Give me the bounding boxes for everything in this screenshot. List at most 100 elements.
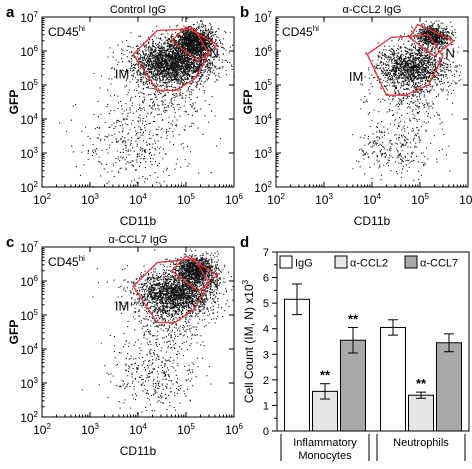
event-dot: [192, 102, 194, 104]
event-dot: [178, 66, 180, 68]
event-dot: [450, 71, 452, 73]
event-dot: [180, 61, 182, 63]
event-dot: [208, 46, 210, 48]
event-dot: [159, 81, 161, 83]
event-dot: [429, 54, 431, 56]
event-dot: [112, 51, 114, 53]
event-dot: [87, 149, 89, 151]
event-dot: [170, 35, 172, 37]
event-dot: [420, 76, 422, 78]
event-dot: [201, 22, 203, 24]
event-dot: [214, 115, 216, 117]
event-dot: [150, 63, 152, 65]
event-dot: [178, 65, 180, 67]
event-dot: [146, 87, 148, 89]
event-dot: [184, 41, 186, 43]
event-dot: [167, 55, 169, 57]
event-dot: [139, 56, 141, 58]
event-dot: [147, 74, 149, 76]
event-dot: [205, 69, 207, 71]
event-dot: [177, 56, 179, 58]
event-dot: [205, 80, 207, 82]
event-dot: [179, 48, 181, 50]
event-dot: [203, 34, 205, 36]
event-dot: [131, 60, 133, 62]
event-dot: [174, 72, 176, 74]
event-dot: [127, 124, 129, 126]
event-dot: [195, 68, 197, 70]
event-dot: [114, 94, 116, 96]
event-dot: [123, 70, 125, 72]
event-dot: [386, 69, 388, 71]
event-dot: [424, 75, 426, 77]
event-dot: [178, 35, 180, 37]
event-dot: [222, 46, 224, 48]
event-dot: [203, 33, 205, 35]
event-dot: [185, 40, 187, 42]
event-dot: [121, 124, 123, 126]
event-dot: [151, 61, 153, 63]
event-dot: [191, 37, 193, 39]
event-dot: [113, 128, 115, 130]
event-dot: [89, 138, 91, 140]
event-dot: [189, 37, 191, 39]
event-dot: [213, 65, 215, 67]
event-dot: [197, 45, 199, 47]
event-dot: [140, 43, 142, 45]
event-dot: [176, 59, 178, 61]
event-dot: [205, 61, 207, 63]
event-dot: [423, 59, 425, 61]
event-dot: [442, 76, 444, 78]
event-dot: [159, 78, 161, 80]
event-dot: [156, 76, 158, 78]
event-dot: [171, 33, 173, 35]
event-dot: [422, 80, 424, 82]
event-dot: [154, 83, 156, 85]
event-dot: [152, 135, 154, 137]
event-dot: [122, 113, 124, 115]
event-dot: [128, 89, 130, 91]
event-dot: [132, 165, 134, 167]
event-dot: [121, 58, 123, 60]
event-dot: [148, 79, 150, 81]
event-dot: [191, 36, 193, 38]
event-dot: [140, 134, 142, 136]
event-dot: [160, 48, 162, 50]
event-dot: [196, 81, 198, 83]
event-dot: [152, 55, 154, 57]
event-dot: [203, 25, 205, 27]
event-dot: [446, 63, 448, 65]
event-dot: [157, 140, 159, 142]
event-dot: [160, 69, 162, 71]
event-dot: [200, 77, 202, 79]
event-dot: [139, 74, 141, 76]
event-dot: [192, 123, 194, 125]
event-dot: [141, 64, 143, 66]
event-dot: [207, 47, 209, 49]
event-dot: [198, 43, 200, 45]
event-dot: [190, 39, 192, 41]
event-dot: [172, 97, 174, 99]
event-dot: [190, 51, 192, 53]
event-dot: [209, 61, 211, 63]
event-dot: [94, 151, 96, 153]
event-dot: [193, 33, 195, 35]
event-dot: [204, 53, 206, 55]
event-dot: [190, 51, 192, 53]
event-dot: [151, 49, 153, 51]
event-dot: [196, 28, 198, 30]
event-dot: [171, 80, 173, 82]
event-dot: [142, 118, 144, 120]
event-dot: [214, 56, 216, 58]
event-dot: [174, 47, 176, 49]
event-dot: [208, 42, 210, 44]
event-dot: [155, 76, 157, 78]
event-dot: [189, 51, 191, 53]
event-dot: [142, 50, 144, 52]
event-dot: [169, 50, 171, 52]
event-dot: [136, 143, 138, 145]
event-dot: [148, 38, 150, 40]
event-dot: [166, 63, 168, 65]
event-dot: [178, 38, 180, 40]
event-dot: [195, 48, 197, 50]
